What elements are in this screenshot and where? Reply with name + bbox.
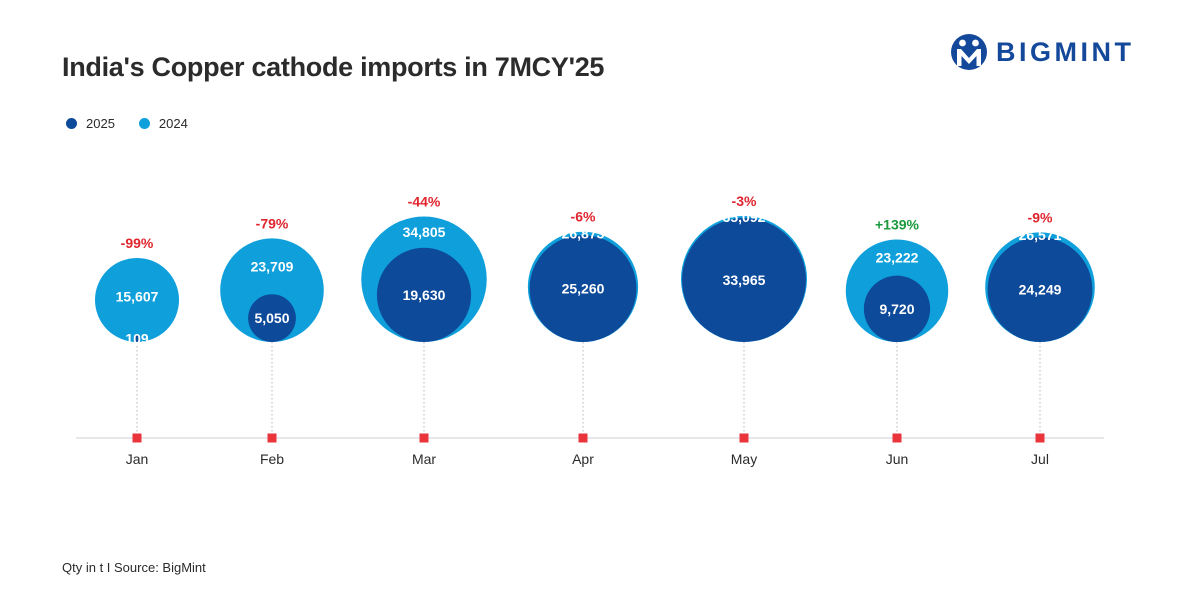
change-label-apr: -6% [571,209,596,225]
bigmint-logo-icon [951,34,987,70]
tick-label-apr: Apr [572,451,594,467]
axis-marker-jun [892,433,902,443]
value-label-2025-mar: 19,630 [403,287,446,303]
value-label-2025-jan: 109 [125,330,149,346]
bubble-2024-jan [94,257,180,342]
tick-label-jan: Jan [126,451,149,467]
bubble-2025-feb [248,294,296,342]
axis-marker-jul [1035,433,1045,443]
tick-label-jun: Jun [886,451,909,467]
footer-note: Qty in t I Source: BigMint [62,560,206,575]
value-label-2025-jun: 9,720 [879,301,914,317]
axis-marker-jan [132,433,142,443]
legend-swatch-2025 [66,118,77,129]
bubble-2025-jul [987,237,1093,342]
brand-name: BIGMINT [996,36,1135,67]
chart-title: India's Copper cathode imports in 7MCY'2… [62,52,605,82]
value-label-2025-apr: 25,260 [562,281,605,297]
legend-item-2025: 2025 [66,116,115,131]
bubble-2025-may [682,218,806,342]
value-label-2024-mar: 34,805 [403,224,446,240]
value-label-2024-jul: 26,571 [1019,227,1062,243]
axis-marker-mar [419,433,429,443]
bubble-2025-jan [133,334,141,343]
value-label-2025-feb: 5,050 [254,310,289,326]
axis-marker-may [739,433,749,443]
value-label-2025-jul: 24,249 [1019,282,1062,298]
value-label-2024-apr: 26,873 [562,225,605,241]
legend-label-2024: 2024 [158,116,188,131]
value-label-2024-jun: 23,222 [876,250,919,266]
change-label-jun: +139% [875,217,920,233]
tick-label-jul: Jul [1031,451,1049,467]
bubble-2024-feb [220,238,324,342]
legend-swatch-2024 [138,118,150,129]
tick-label-may: May [731,451,757,467]
bubble-2025-apr [529,235,637,342]
tick-label-feb: Feb [260,451,284,467]
change-label-feb: -79% [256,215,289,231]
value-label-2025-may: 33,965 [723,272,766,288]
value-label-2024-may: 35,092 [723,209,766,225]
axis-marker-feb [267,433,277,443]
tick-label-mar: Mar [412,451,436,467]
value-label-2024-jan: 15,607 [116,288,159,304]
bubble-2025-jun [863,275,931,342]
legend-label-2025: 2025 [86,116,115,131]
bubble-2025-mar [376,247,472,342]
change-label-jul: -9% [1028,209,1053,225]
brand-logo: BIGMINT [950,33,1135,71]
change-label-may: -3% [732,193,757,209]
change-label-mar: -44% [408,194,441,210]
axis-marker-apr [578,433,588,443]
legend: 2025 2024 [66,116,212,131]
legend-item-2024: 2024 [138,116,188,131]
change-label-jan: -99% [121,235,154,251]
value-label-2024-feb: 23,709 [251,258,294,274]
